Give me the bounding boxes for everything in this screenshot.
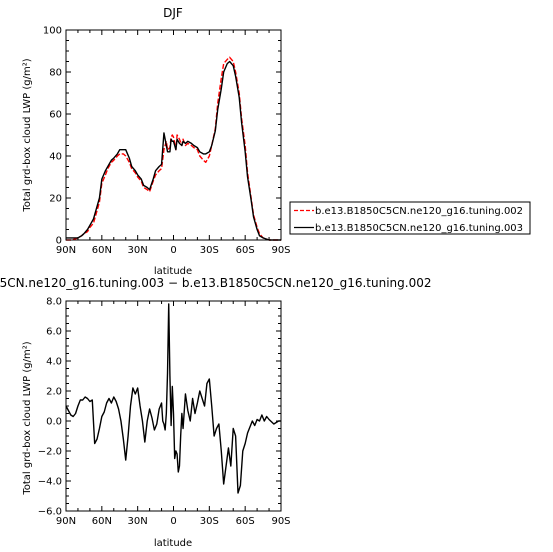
bottom-y-tick-label: 8.0 bbox=[46, 297, 62, 308]
top-y-tick-label: 0 bbox=[56, 236, 62, 247]
top-y-tick-label: 60 bbox=[49, 110, 62, 121]
top-panel: DJF Total grd-box cloud LWP (g/m²) latit… bbox=[22, 6, 291, 277]
top-plot-frame bbox=[65, 29, 282, 241]
bottom-plot-frame bbox=[65, 300, 282, 512]
bottom-series-line-1 bbox=[65, 303, 281, 494]
top-series-line-2 bbox=[66, 60, 281, 241]
bottom-y-tick-label: 4.0 bbox=[46, 357, 62, 368]
bottom-x-axis-label: latitude bbox=[154, 538, 192, 549]
bottom-y-tick-label: 6.0 bbox=[46, 327, 62, 338]
bottom-x-tick-label: 90S bbox=[271, 516, 290, 527]
bottom-series-group bbox=[65, 303, 281, 494]
top-series-line-1 bbox=[66, 56, 281, 241]
legend: b.e13.B1850C5CN.ne120_g16.tuning.002 b.e… bbox=[289, 201, 531, 235]
bottom-x-tick-label: 60S bbox=[236, 516, 255, 527]
top-x-tick-label: 30N bbox=[128, 245, 148, 256]
bottom-x-tick-label: 90N bbox=[56, 516, 76, 527]
bottom-x-tick-label: 30S bbox=[200, 516, 219, 527]
top-y-tick-label: 100 bbox=[43, 26, 62, 37]
top-x-axis-label: latitude bbox=[154, 266, 192, 277]
bottom-y-tick-label: 0.0 bbox=[46, 417, 62, 428]
bottom-x-tick-label: 0 bbox=[170, 516, 176, 527]
bottom-ticks-group: 90N 60N 30N 0 30S 60S 90S −6.0 −4.0 −2.0 0.0 2.0 4.0… bbox=[38, 297, 291, 528]
top-x-tick-label: 60N bbox=[92, 245, 112, 256]
top-x-tick-label: 0 bbox=[170, 245, 176, 256]
top-series-group bbox=[66, 56, 281, 241]
bottom-x-tick-label: 60N bbox=[92, 516, 112, 527]
legend-box bbox=[289, 201, 531, 235]
bottom-y-tick-label: −6.0 bbox=[38, 507, 62, 518]
top-x-tick-label: 90N bbox=[56, 245, 76, 256]
bottom-y-tick-label: 2.0 bbox=[46, 387, 62, 398]
legend-entry-tuning-003: b.e13.B1850C5CN.ne120_g16.tuning.003 bbox=[315, 223, 523, 234]
bottom-y-tick-label: −2.0 bbox=[38, 447, 62, 458]
bottom-x-tick-label: 30N bbox=[128, 516, 148, 527]
bottom-y-tick-label: −4.0 bbox=[38, 477, 62, 488]
top-y-tick-label: 20 bbox=[49, 194, 62, 205]
bottom-panel: b.e13.B1850C5CN.ne120_g16.tuning.003 − b… bbox=[0, 276, 431, 549]
top-y-tick-label: 40 bbox=[49, 152, 62, 163]
bottom-y-axis-label: Total grd-box cloud LWP (g/m²) bbox=[22, 341, 33, 495]
top-ticks-group: 90N 60N 30N 0 30S 60S 90S 0 20 40 60 80 100 bbox=[43, 26, 291, 257]
top-title: DJF bbox=[163, 6, 183, 20]
bottom-title: b.e13.B1850C5CN.ne120_g16.tuning.003 − b… bbox=[0, 276, 431, 290]
top-x-tick-label: 60S bbox=[236, 245, 255, 256]
top-y-tick-label: 80 bbox=[49, 68, 62, 79]
top-y-axis-label: Total grd-box cloud LWP (g/m²) bbox=[22, 58, 33, 212]
legend-entry-tuning-002: b.e13.B1850C5CN.ne120_g16.tuning.002 bbox=[315, 206, 523, 217]
top-x-tick-label: 30S bbox=[200, 245, 219, 256]
top-x-tick-label: 90S bbox=[271, 245, 290, 256]
